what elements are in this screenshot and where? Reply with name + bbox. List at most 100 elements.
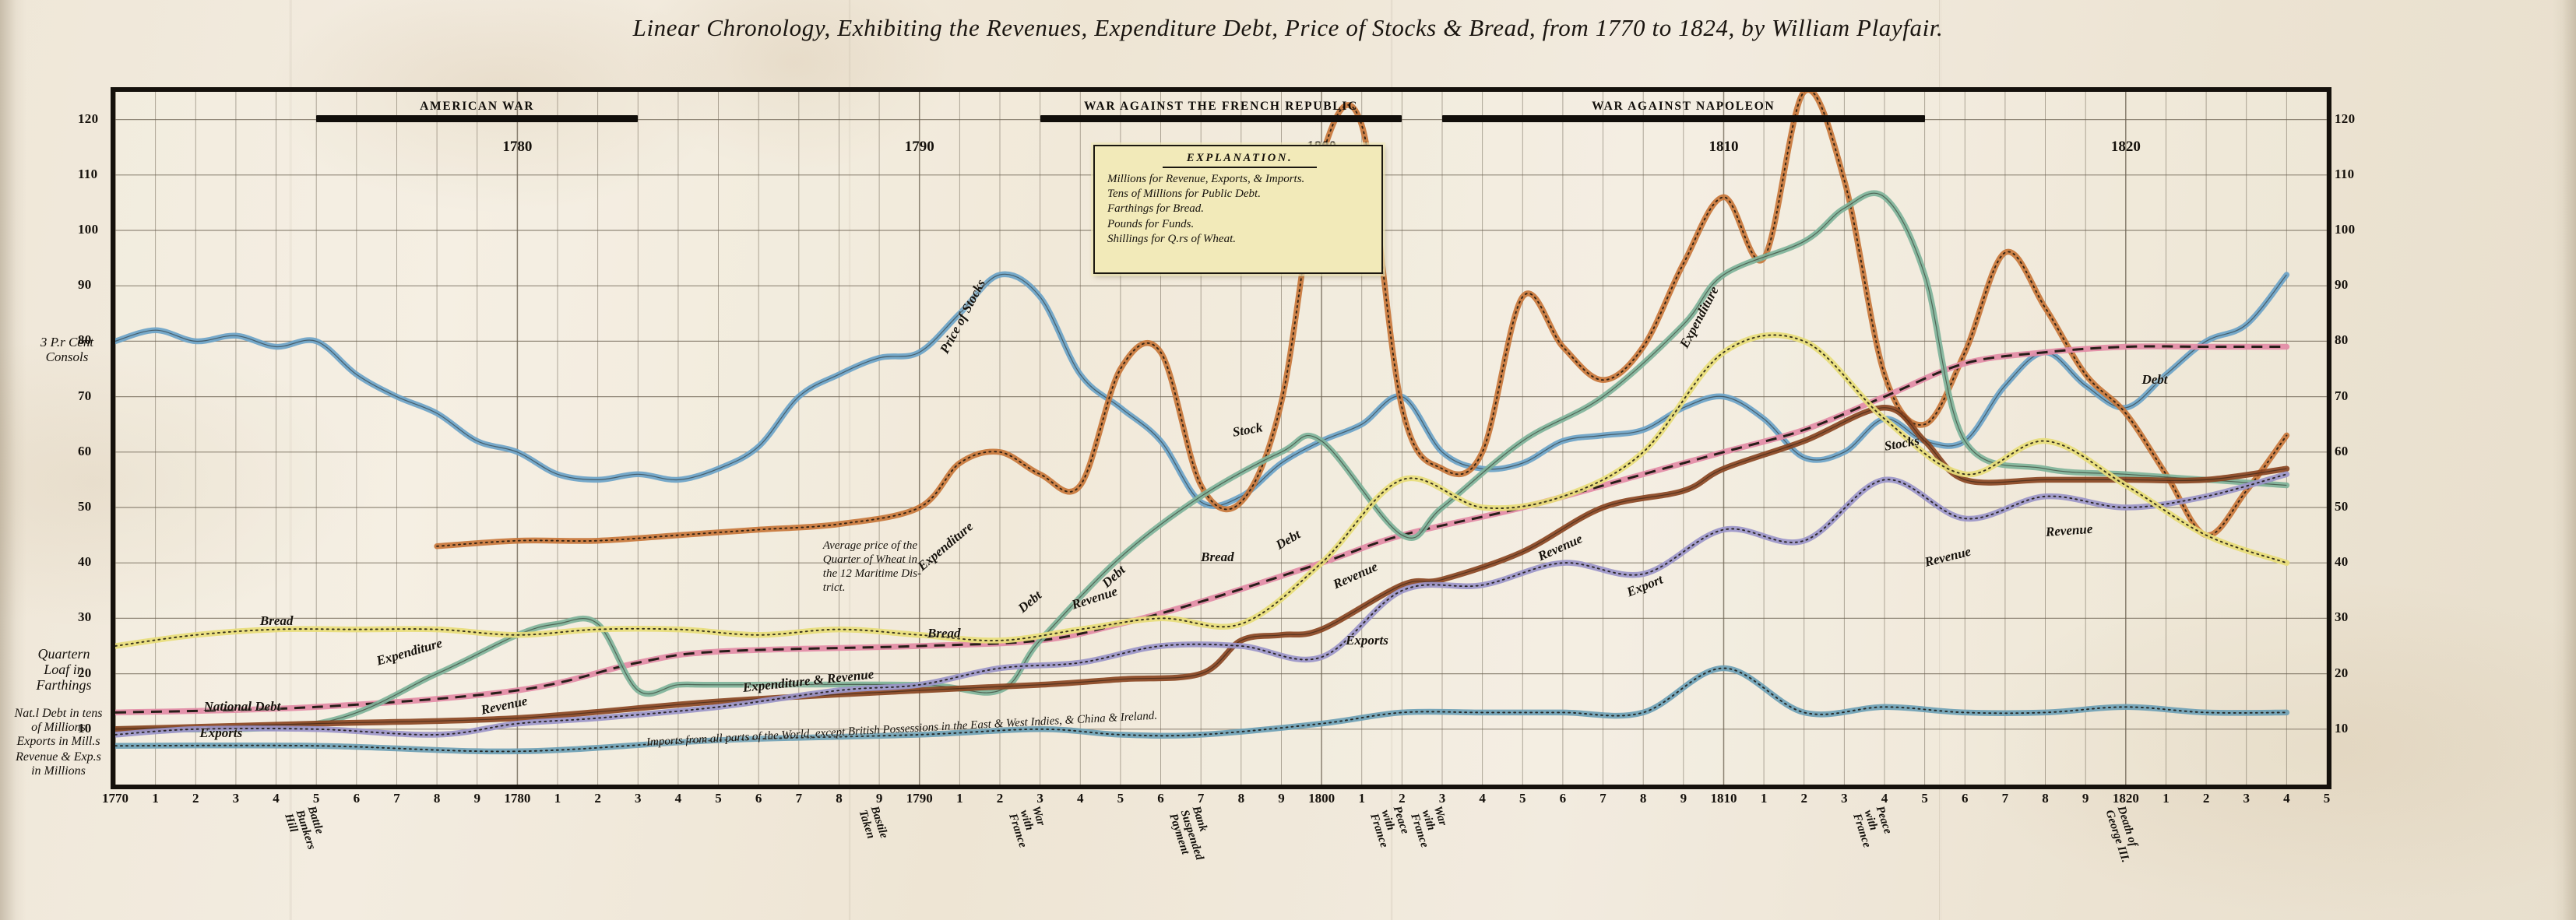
explanation-box: EXPLANATION. Millions for Revenue, Expor…	[1093, 145, 1383, 274]
annotation-line: Average price of the	[822, 539, 918, 552]
x-tick-9: 9	[473, 791, 480, 806]
x-tick-5: 5	[1519, 791, 1526, 806]
x-tick-4: 4	[1077, 791, 1084, 806]
x-tick-2: 2	[1800, 791, 1807, 806]
x-tick-6: 6	[353, 791, 361, 806]
explanation-heading: EXPLANATION.	[1186, 152, 1293, 164]
war-banner-1: WAR AGAINST THE FRENCH REPUBLIC	[1040, 100, 1402, 122]
series-4-ink	[115, 407, 2287, 730]
x-tick-9: 9	[1680, 791, 1687, 806]
y-tick-10: 10	[78, 720, 92, 736]
x-tick-1810: 1810	[1710, 791, 1737, 806]
series-7-ink	[115, 667, 2288, 753]
x-tick-3: 3	[232, 791, 240, 806]
explanation-line-3: Pounds for Funds.	[1107, 217, 1195, 230]
caption-line: 3 P.r Cent	[40, 335, 94, 349]
y-tick-70: 70	[2335, 388, 2349, 403]
y-tick-20: 20	[2335, 665, 2349, 680]
event-label-7: Death of George III.	[2103, 805, 2142, 864]
event-label-5: War with France	[1408, 805, 1453, 849]
curve-label-2: National Debt	[203, 699, 281, 715]
x-tick-6: 6	[1157, 791, 1164, 806]
x-tick-8: 8	[1237, 791, 1245, 806]
plot-area	[115, 92, 2327, 785]
caption-line: Exports in Mill.s	[16, 735, 100, 748]
caption-line: Consols	[45, 349, 89, 365]
curve-label-23: Revenue	[2044, 521, 2093, 540]
x-tick-3: 3	[2243, 791, 2250, 806]
y-tick-60: 60	[78, 443, 92, 458]
event-label-1: Bastile Taken	[856, 805, 890, 844]
x-tick-7: 7	[393, 791, 400, 806]
y-tick-100: 100	[2335, 222, 2356, 237]
x-tick-9: 9	[875, 791, 883, 806]
decade-label-1790: 1790	[904, 139, 934, 155]
paper-crease	[1391, 0, 1393, 920]
explanation-line-4: Shillings for Q.rs of Wheat.	[1107, 232, 1237, 245]
x-tick-4: 4	[273, 791, 280, 806]
annotation-line: trict.	[822, 581, 846, 594]
x-tick-1: 1	[1358, 791, 1365, 806]
caption-line: Loaf in	[44, 662, 84, 678]
curve-label-16: Exports	[1346, 632, 1388, 648]
x-tick-8: 8	[1639, 791, 1647, 806]
y-tick-80: 80	[78, 332, 92, 348]
y-tick-120: 120	[78, 111, 99, 126]
series-0-ink	[115, 273, 2287, 507]
curve-label-3: Exports	[199, 725, 243, 741]
y-tick-40: 40	[2335, 554, 2349, 570]
x-tick-1: 1	[1760, 791, 1768, 806]
event-label-4: Peace with France	[1367, 805, 1413, 849]
caption-line: Quartern	[37, 646, 90, 662]
event-label-6: Peace with France	[1850, 805, 1895, 849]
x-tick-4: 4	[2283, 791, 2290, 806]
series-layer	[115, 92, 2290, 755]
war-banner-bar	[1442, 115, 1925, 122]
explanation-line-2: Farthings for Bread.	[1107, 202, 1205, 216]
caption-line: Nat.l Debt in tens	[14, 707, 103, 720]
x-tick-1: 1	[956, 791, 963, 806]
x-tick-5: 5	[715, 791, 722, 806]
decade-label-1820: 1820	[2110, 139, 2141, 155]
x-tick-8: 8	[433, 791, 441, 806]
event-label-3: Bank Suspended Payment	[1167, 805, 1217, 866]
paper-edge-right	[2553, 0, 2576, 920]
paper-crease	[290, 0, 292, 920]
x-tick-5: 5	[2323, 791, 2331, 806]
annotation-line: Quarter of Wheat in	[822, 553, 918, 566]
page-title: Linear Chronology, Exhibiting the Revenu…	[632, 14, 1944, 41]
y-tick-90: 90	[78, 277, 92, 293]
war-banner-label: WAR AGAINST THE FRENCH REPUBLIC	[1084, 100, 1358, 113]
series-4-band	[115, 405, 2290, 732]
y-tick-30: 30	[78, 609, 92, 625]
x-tick-5: 5	[1921, 791, 1928, 806]
x-tick-6: 6	[755, 791, 762, 806]
x-tick-7: 7	[1599, 791, 1606, 806]
series-6-ink	[115, 334, 2288, 647]
x-tick-8: 8	[836, 791, 843, 806]
series-5-ink	[115, 473, 2288, 736]
paper-crease	[849, 0, 851, 920]
war-banner-0: AMERICAN WAR	[316, 100, 639, 122]
x-tick-1770: 1770	[102, 791, 128, 806]
x-tick-2: 2	[594, 791, 601, 806]
x-tick-4: 4	[1479, 791, 1486, 806]
annotation-line: the 12 Maritime Dis-	[822, 567, 922, 580]
x-tick-2: 2	[192, 791, 199, 806]
curve-label-1: Bread	[259, 613, 294, 628]
y-tick-20: 20	[78, 665, 92, 680]
caption-line: Farthings	[36, 677, 92, 694]
y-tick-70: 70	[78, 388, 92, 403]
x-tick-9: 9	[1278, 791, 1285, 806]
explanation-line-0: Millions for Revenue, Exports, & Imports…	[1107, 173, 1305, 185]
y-tick-50: 50	[78, 499, 92, 514]
x-tick-3: 3	[635, 791, 642, 806]
bread-caption: Quartern Loaf in Farthings	[20, 646, 107, 693]
curve-label-12: Bread	[1201, 550, 1234, 565]
war-banner-label: AMERICAN WAR	[420, 100, 535, 113]
x-tick-2: 2	[2202, 791, 2210, 806]
explanation-line-1: Tens of Millions for Public Debt.	[1107, 188, 1261, 201]
x-tick-1790: 1790	[906, 791, 933, 806]
consols-caption: 3 P.r Cent Consols	[28, 335, 106, 364]
